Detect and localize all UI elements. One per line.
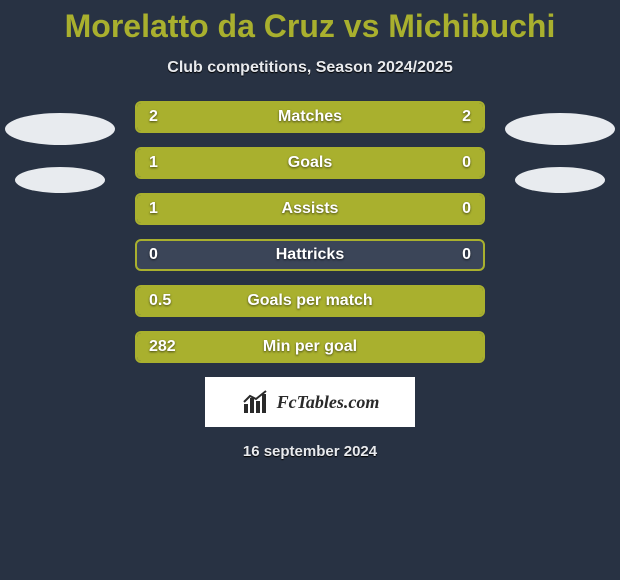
- player-right-club-placeholder: [515, 167, 605, 193]
- brand-box: FcTables.com: [205, 377, 415, 427]
- stat-value-right: 0: [462, 241, 471, 269]
- player-left-avatar-placeholder: [5, 113, 115, 145]
- footer-date: 16 september 2024: [0, 443, 620, 460]
- stat-bars-container: 2Matches21Goals01Assists00Hattricks00.5G…: [135, 101, 485, 363]
- avatar-column-left: [0, 101, 120, 215]
- stat-row: 0.5Goals per match: [135, 285, 485, 317]
- brand-text: FcTables.com: [277, 392, 380, 413]
- player-left-name: Morelatto da Cruz: [65, 8, 335, 44]
- stat-label: Goals per match: [137, 287, 483, 315]
- stat-row: 282Min per goal: [135, 331, 485, 363]
- player-left-club-placeholder: [15, 167, 105, 193]
- stat-label: Hattricks: [137, 241, 483, 269]
- stat-label: Goals: [137, 149, 483, 177]
- player-right-name: Michibuchi: [388, 8, 555, 44]
- stat-value-right: 0: [462, 195, 471, 223]
- avatar-column-right: [500, 101, 620, 215]
- stat-row: 1Assists0: [135, 193, 485, 225]
- stat-row: 1Goals0: [135, 147, 485, 179]
- subtitle: Club competitions, Season 2024/2025: [0, 59, 620, 77]
- page-title: Morelatto da Cruz vs Michibuchi: [0, 0, 620, 45]
- stat-row: 2Matches2: [135, 101, 485, 133]
- stat-row: 0Hattricks0: [135, 239, 485, 271]
- brand-icon: [241, 388, 269, 416]
- stat-label: Min per goal: [137, 333, 483, 361]
- stat-value-right: 0: [462, 149, 471, 177]
- stat-label: Assists: [137, 195, 483, 223]
- comparison-stage: 2Matches21Goals01Assists00Hattricks00.5G…: [0, 101, 620, 363]
- player-right-avatar-placeholder: [505, 113, 615, 145]
- stat-value-right: 2: [462, 103, 471, 131]
- vs-label: vs: [344, 8, 380, 44]
- stat-label: Matches: [137, 103, 483, 131]
